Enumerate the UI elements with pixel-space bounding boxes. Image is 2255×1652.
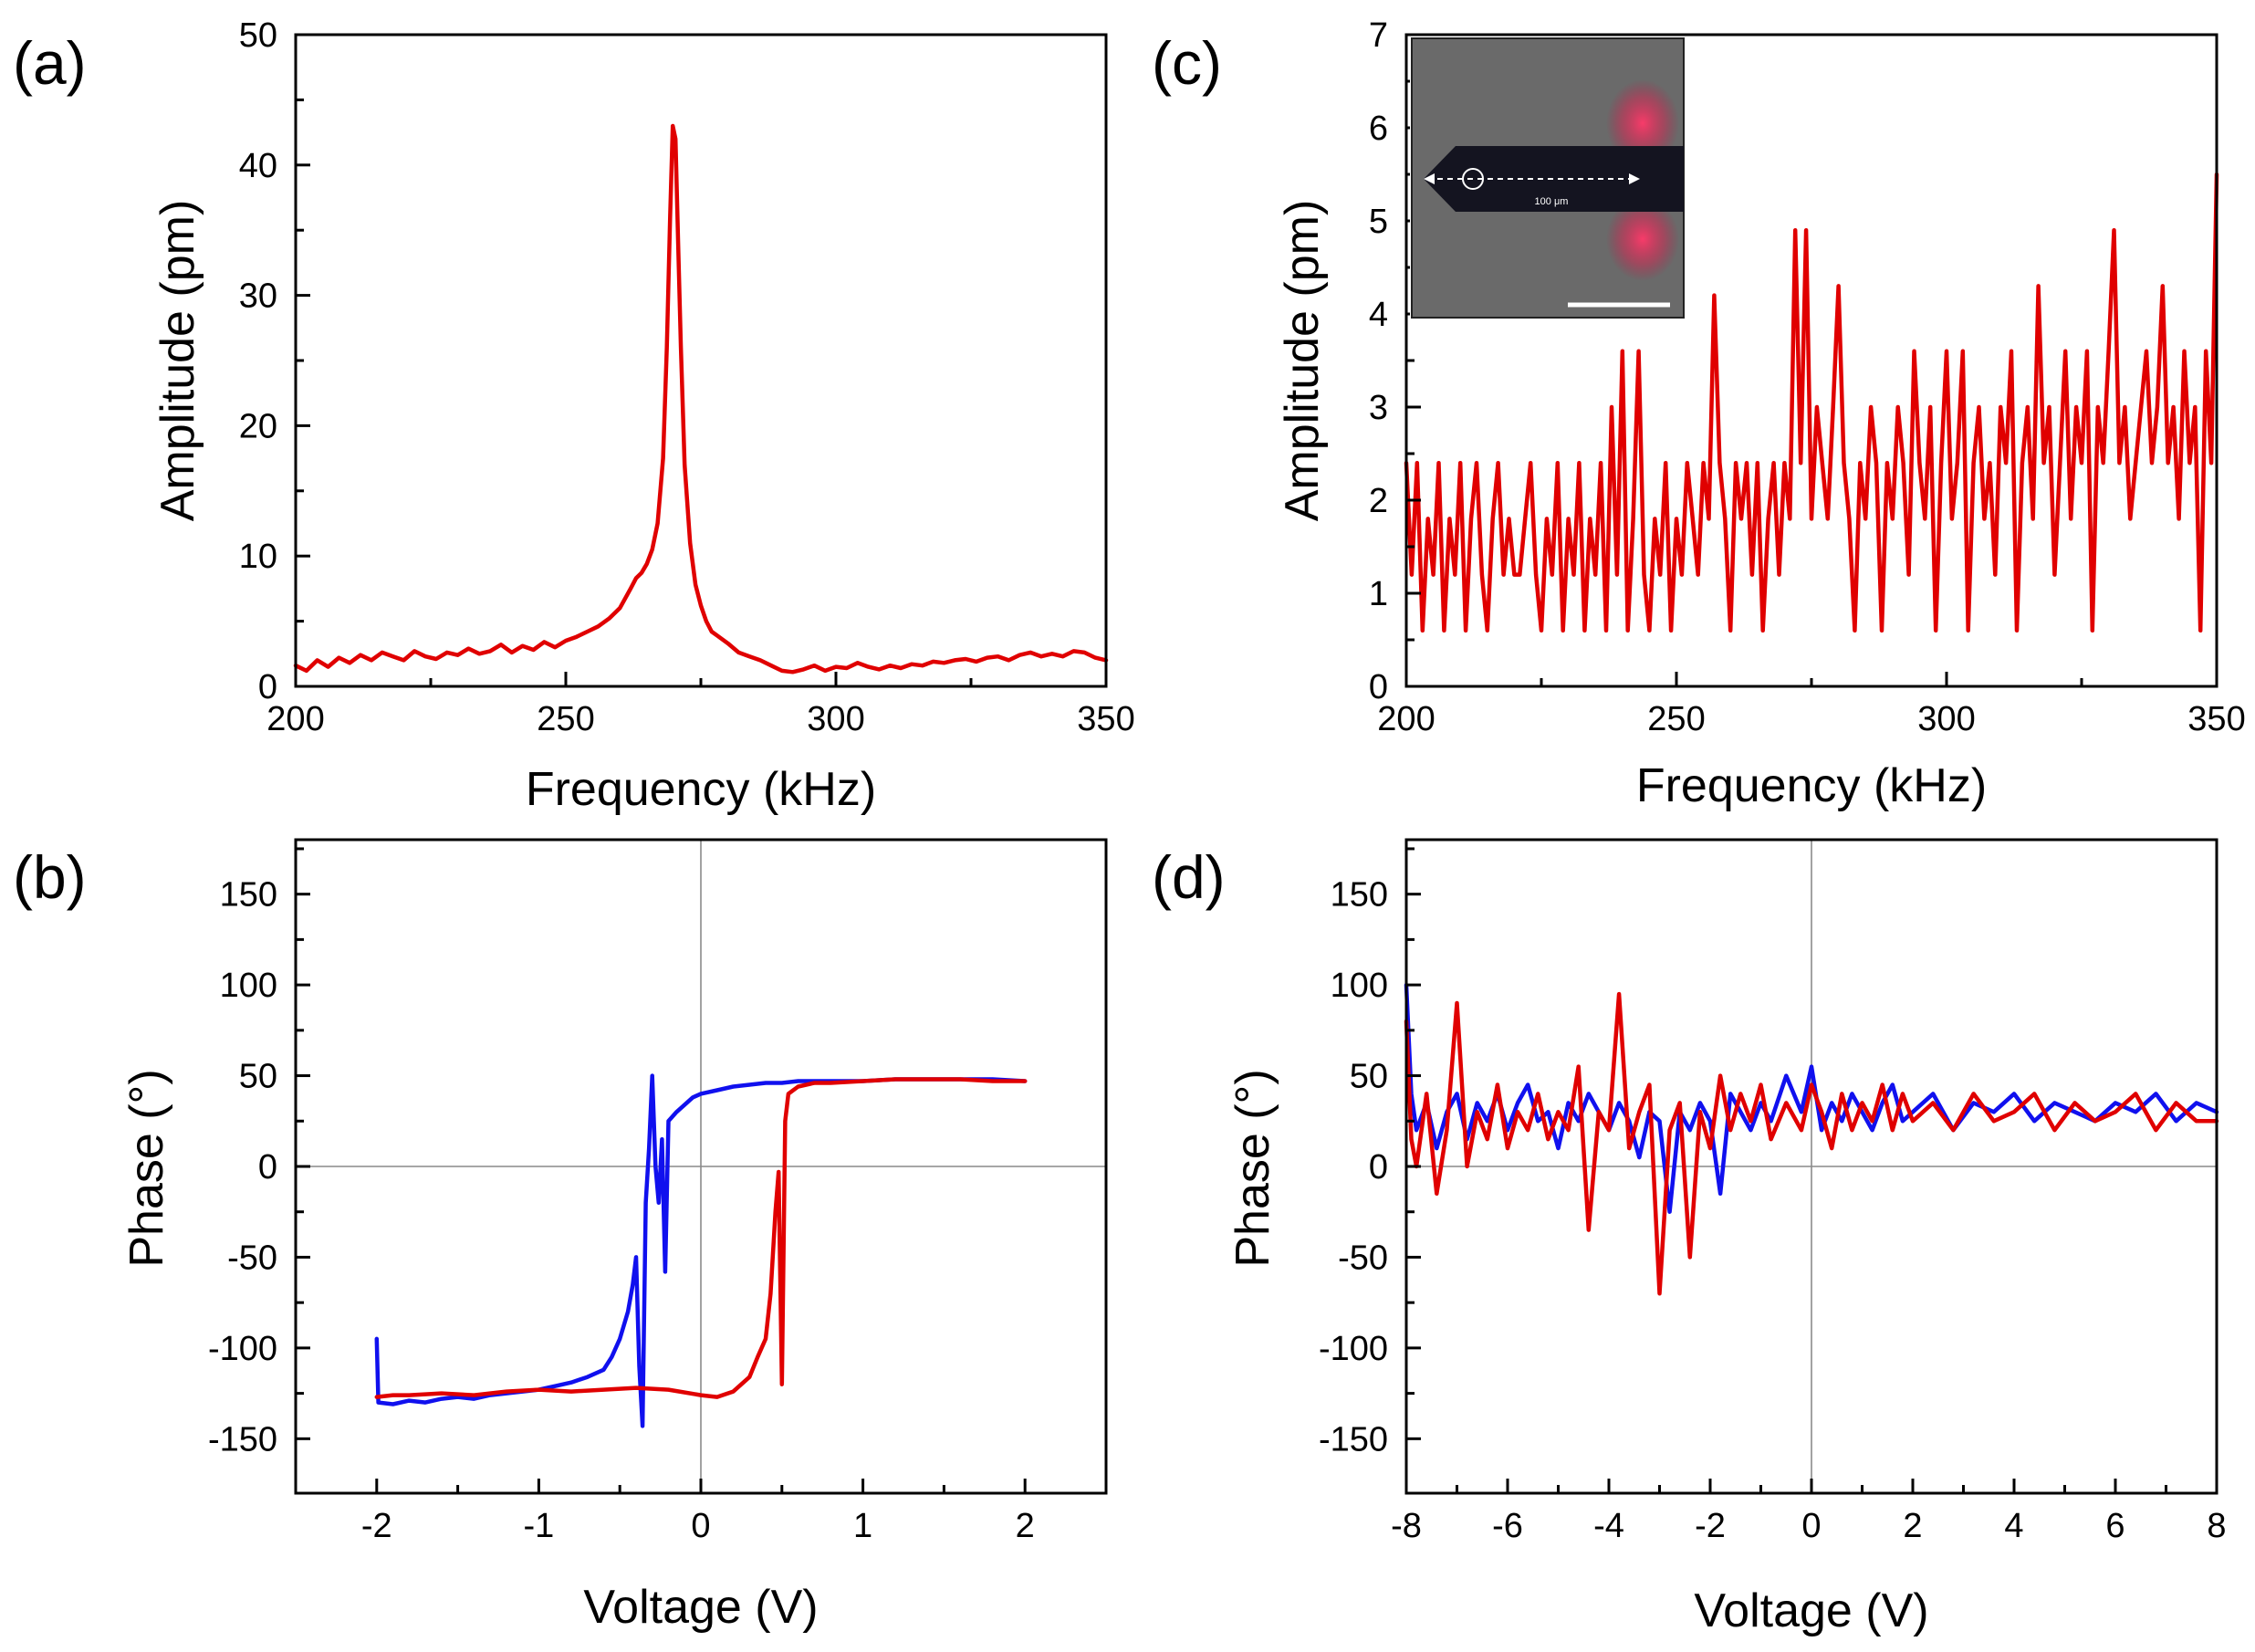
panel-c-y-tick-label: 7: [1369, 16, 1388, 55]
panel-d-y-tick-label: 0: [1369, 1148, 1388, 1187]
panel-a-x-tick-label: 200: [266, 700, 324, 738]
panel-d-x-tick-label: 4: [2004, 1507, 2023, 1545]
inset-scale-text: 100 μm: [1535, 196, 1569, 207]
panel-a: (a) 200 250 300 350 0 10 20 30 40 50 Frequency (k…: [13, 16, 1135, 816]
panel-a-x-tick-label: 250: [537, 700, 594, 738]
panel-d-x-tick-label: 6: [2105, 1507, 2125, 1545]
panel-a-x-tick-label: 300: [807, 700, 864, 738]
panel-c-y-tick-label: 3: [1369, 389, 1388, 427]
panel-d-letter: (d): [1152, 843, 1226, 911]
panel-b-x-tick-label: 2: [1016, 1507, 1035, 1545]
panel-d-x-tick-label: -6: [1492, 1507, 1523, 1545]
panel-c-y-tick-label: 4: [1369, 296, 1388, 334]
panel-d-plot: [1404, 840, 2219, 1493]
panel-a-y-tick-label: 20: [239, 407, 277, 445]
panel-c-inset-image: 100 μm: [1410, 37, 1686, 319]
panel-d-y-tick-label: -150: [1319, 1420, 1388, 1459]
panel-d-x-tick-label: 2: [1903, 1507, 1922, 1545]
panel-d: (d) -8 -6 -4 -2 0 2 4 6 8 -150 -100 -50 0 50 100 150 Vo…: [1152, 838, 2227, 1637]
panel-a-x-tick-label: 350: [1077, 700, 1134, 738]
panel-b-y-tick-label: 50: [239, 1058, 277, 1096]
panel-c-x-tick-label: 350: [2187, 700, 2245, 738]
panel-c-axes: 200 250 300 350 0 1 2 3 4 5 6 7: [1369, 16, 2246, 738]
panel-d-x-tick-label: 8: [2207, 1507, 2226, 1545]
panel-a-frame: [294, 33, 1108, 688]
panel-d-x-tick-label: -8: [1391, 1507, 1422, 1545]
panel-b-x-tick-label: 1: [853, 1507, 872, 1545]
panel-d-x-tick-label: -2: [1695, 1507, 1726, 1545]
panel-b-y-tick-label: 0: [258, 1148, 277, 1187]
panel-d-x-axis-label: Voltage (V): [1694, 1584, 1928, 1637]
panel-b-y-tick-label: -100: [208, 1330, 277, 1368]
inset-probe-circle: [1462, 168, 1484, 190]
panel-c-y-tick-label: 2: [1369, 482, 1388, 520]
panel-d-y-tick-label: -100: [1319, 1330, 1388, 1368]
panel-b-plot: [296, 840, 1106, 1493]
panel-b-letter: (b): [13, 843, 87, 911]
panel-b-y-axis-label: Phase (°): [120, 1069, 173, 1267]
panel-c-x-tick-label: 250: [1647, 700, 1705, 738]
panel-b-y-tick-label: -50: [227, 1239, 277, 1277]
panel-d-series-blue: [1404, 982, 2219, 1214]
panel-c-y-tick-label: 1: [1369, 575, 1388, 613]
panel-c-x-tick-label: 200: [1377, 700, 1435, 738]
panel-b-y-tick-label: -150: [208, 1420, 277, 1459]
panel-a-y-tick-label: 0: [258, 668, 277, 706]
panel-b-x-tick-label: -2: [361, 1507, 392, 1545]
panel-b-series-blue: [374, 1073, 1028, 1428]
panel-a-y-tick-label: 10: [239, 538, 277, 576]
panel-d-y-tick-label: -50: [1338, 1239, 1388, 1277]
panel-c-plot: [1404, 172, 2219, 633]
panel-a-letter: (a): [13, 29, 87, 97]
panel-d-y-axis-label: Phase (°): [1227, 1069, 1279, 1267]
panel-c-y-tick-label: 0: [1369, 668, 1388, 706]
panel-d-y-tick-label: 50: [1350, 1058, 1388, 1096]
panel-c: (c) 200 250 300 350 0 1 2 3 4 5 6 7 Frequency (kHz)…: [1152, 16, 2246, 812]
panel-b-y-tick-label: 100: [220, 967, 277, 1005]
panel-d-x-tick-label: -4: [1593, 1507, 1624, 1545]
panel-b-x-tick-label: -1: [524, 1507, 555, 1545]
panel-b-axes: -2 -1 0 1 2 -150 -100 -50 0 50 100 150: [208, 847, 1108, 1545]
panel-c-y-tick-label: 5: [1369, 203, 1388, 241]
panel-c-x-axis-label: Frequency (kHz): [1636, 759, 1987, 812]
panel-d-series-red: [1404, 991, 2219, 1296]
panel-c-series-amplitude: [1404, 172, 2219, 633]
panel-d-axes: -8 -6 -4 -2 0 2 4 6 8 -150 -100 -50 0 50 100 150: [1319, 847, 2227, 1545]
panel-c-y-tick-label: 6: [1369, 110, 1388, 148]
panel-a-y-tick-label: 40: [239, 147, 277, 185]
panel-d-y-tick-label: 150: [1331, 876, 1388, 915]
panel-d-y-tick-label: 100: [1331, 967, 1388, 1005]
panel-a-series-amplitude: [293, 123, 1109, 674]
panel-a-plot: [293, 123, 1109, 674]
panel-d-x-tick-label: 0: [1801, 1507, 1821, 1545]
panel-b-series-red: [374, 1077, 1028, 1399]
panel-b-x-axis-label: Voltage (V): [583, 1581, 818, 1634]
panel-c-y-axis-label: Amplitude (pm): [1276, 200, 1329, 522]
panel-a-y-axis-label: Amplitude (pm): [151, 200, 204, 522]
panel-c-letter: (c): [1152, 29, 1222, 97]
panel-c-x-tick-label: 300: [1917, 700, 1975, 738]
panel-a-y-tick-label: 50: [239, 16, 277, 55]
panel-b: (b) -2 -1 0 1 2 -150 -100 -50 0 50 100 150 Voltage …: [13, 838, 1108, 1634]
panel-b-y-tick-label: 150: [220, 876, 277, 915]
panel-a-y-tick-label: 30: [239, 277, 277, 316]
panel-b-x-tick-label: 0: [691, 1507, 710, 1545]
panel-a-x-axis-label: Frequency (kHz): [526, 763, 876, 816]
panel-a-axes: 200 250 300 350 0 10 20 30 40 50: [239, 16, 1135, 738]
